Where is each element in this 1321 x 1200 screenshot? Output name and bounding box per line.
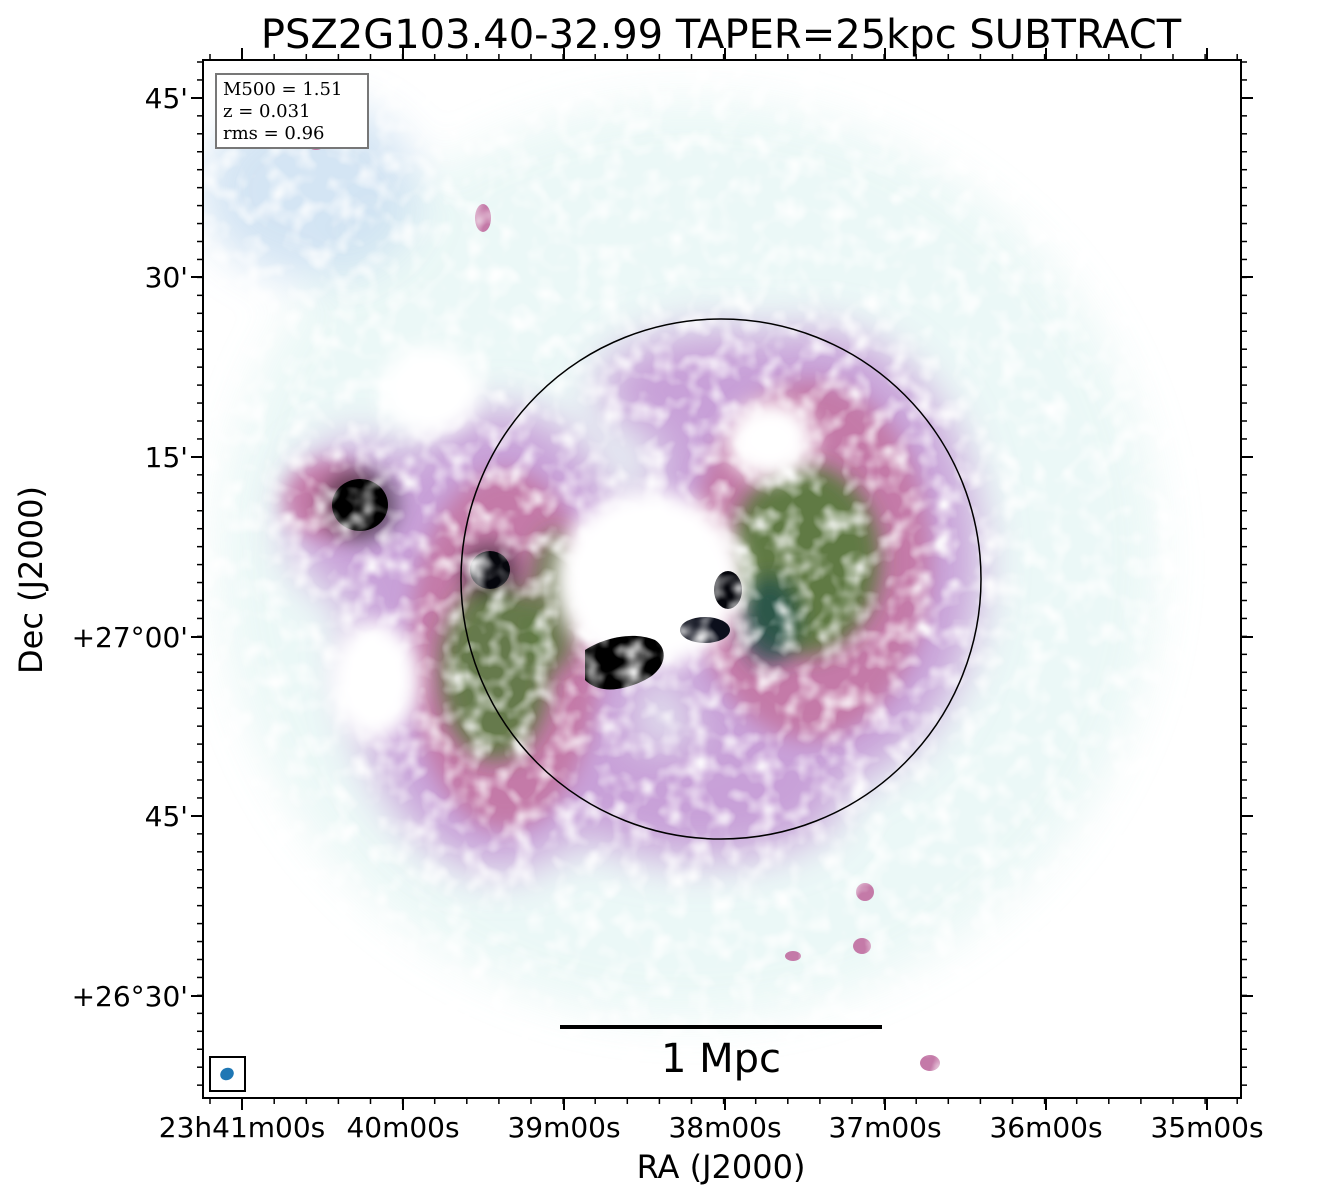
x-tick-label: 37m00s	[828, 1111, 941, 1144]
radio-emission-image	[203, 60, 1241, 1098]
y-tick-label: 30'	[145, 261, 188, 294]
x-tick-label: 39m00s	[507, 1111, 620, 1144]
scale-bar-label: 1 Mpc	[661, 1036, 781, 1082]
info-m500: M500 = 1.51	[223, 79, 342, 100]
x-tick-label: 36m00s	[989, 1111, 1102, 1144]
y-axis-label: Dec (J2000)	[12, 486, 50, 674]
info-box: M500 = 1.51 z = 0.031 rms = 0.96	[215, 73, 369, 149]
info-redshift: z = 0.031	[223, 101, 311, 122]
x-tick-label: 23h41m00s	[159, 1111, 326, 1144]
x-tick-label: 38m00s	[668, 1111, 781, 1144]
y-tick-labels: 45' 30' 15' +27°00' 45' +26°30'	[72, 82, 188, 1013]
info-rms: rms = 0.96	[223, 123, 325, 144]
axis-ticks	[191, 48, 1253, 1110]
y-tick-label: 15'	[145, 441, 188, 474]
beam-box	[209, 1056, 246, 1092]
y-tick-label: +27°00'	[72, 621, 188, 654]
x-tick-labels: 23h41m00s 40m00s 39m00s 38m00s 37m00s 36…	[159, 1111, 1264, 1144]
y-tick-label: +26°30'	[72, 980, 188, 1013]
x-axis-label: RA (J2000)	[637, 1148, 806, 1186]
x-tick-label: 35m00s	[1150, 1111, 1263, 1144]
plot-frame	[202, 59, 1242, 1099]
r500-circle	[460, 318, 982, 840]
y-tick-label: 45'	[145, 82, 188, 115]
x-tick-label: 40m00s	[346, 1111, 459, 1144]
plot-title: PSZ2G103.40-32.99 TAPER=25kpc SUBTRACT	[261, 12, 1182, 58]
beam-ellipse	[220, 1067, 234, 1081]
y-tick-label: 45'	[145, 800, 188, 833]
